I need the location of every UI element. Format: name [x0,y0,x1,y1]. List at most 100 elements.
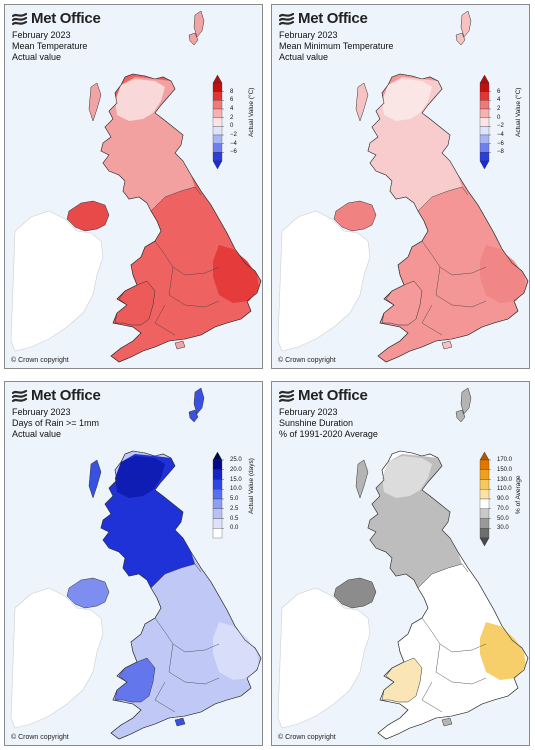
colorbar-tick-label: 130.0 [497,476,513,483]
copyright-notice: © Crown copyright [11,734,69,741]
copyright-notice: © Crown copyright [11,357,69,364]
colorbar-swatch [212,479,223,490]
map-date: February 2023 [279,407,338,417]
map-date: February 2023 [12,30,71,40]
wales-region [381,657,423,703]
met-office-wordmark: Met Office [31,10,101,27]
colorbar-swatch [479,108,490,118]
map-titles: February 2023 Days of Rain >= 1mm Actual v… [12,407,99,440]
colorbar-swatch [479,91,490,101]
colorbar [479,74,491,170]
colorbar-swatch [212,91,223,101]
colorbar-tick-label: −8 [497,149,504,156]
highlands-region [115,79,165,121]
wales-region [381,280,423,326]
map-measure: Actual value [12,429,62,439]
colorbar-swatch [479,143,490,153]
colorbar-tick-label: 2 [497,106,501,112]
map-titles: February 2023 Mean Minimum Temperature Act… [279,30,393,63]
colorbar-tick-label: 6 [497,88,501,95]
uk-map [10,10,262,363]
colorbar-tick-label: 0.0 [230,525,239,532]
colorbar-swatch [479,518,490,529]
colorbar-swatch [479,117,490,127]
colorbar-tick-label: 30.0 [497,525,509,532]
map-measure: % of 1991-2020 Average [279,429,378,439]
hebrides-region [355,459,369,499]
northern-ireland-region [66,200,110,232]
colorbar-tick-label: −4 [497,132,504,138]
colorbar-tick-label: −6 [497,140,504,147]
orkney-region [188,32,199,46]
wight-region [441,717,453,727]
colorbar-top-arrow [212,451,223,461]
colorbar-swatch [212,108,223,118]
hebrides-region [88,459,102,499]
uk-map [277,387,529,740]
colorbar-tick-label: 0 [230,123,234,130]
colorbar-tick-label: 10.0 [230,486,242,493]
orkney-region [455,409,466,423]
ireland-landmass [10,587,104,729]
colorbar-top-arrow [479,74,490,84]
colorbar-swatch [479,82,490,92]
colorbar-title: Actual Value (°C) [515,87,522,137]
colorbar-tick-label: 20.0 [230,466,242,473]
hebrides-region [88,82,102,122]
ireland-landmass [277,210,371,352]
highlands-region [115,456,165,498]
colorbar-bottom-arrow [479,537,490,547]
orkney-region [188,409,199,423]
colorbar-tick-label: 150.0 [497,466,513,473]
colorbar-legend: 8 6 4 2 0 −2 −4 −6 Actual Value (°C) [208,74,260,170]
met-office-logo-icon [279,12,295,26]
wales-region [114,280,156,326]
colorbar-tick-label: 90.0 [497,496,509,502]
colorbar-legend: 6 4 2 0 −2 −4 −6 −8 Actual Value (°C) [475,74,527,170]
colorbar-swatch [212,489,223,500]
colorbar-tick-label: −2 [497,123,504,130]
colorbar-tick-label: 15.0 [230,476,242,483]
colorbar-swatch [212,152,223,162]
met-office-logo-icon [12,389,28,403]
colorbar-swatch [479,152,490,162]
colorbar-tick-label: 4 [497,97,501,104]
colorbar-tick-label: 0 [497,114,501,121]
northern-ireland-region [66,577,110,609]
colorbar-tick-label: −6 [230,149,237,156]
map-measure: Actual value [12,52,62,62]
colorbar-tick-label: 4 [230,106,234,112]
colorbar-tick-label: 70.0 [497,505,509,512]
met-office-logo: Met Office [279,11,368,27]
map-panel-mean-minimum-temperature: Met Office February 2023 Mean Minimum Temp… [271,4,530,369]
met-office-logo: Met Office [12,388,101,404]
colorbar-swatch [212,82,223,92]
colorbar-tick-label: −2 [230,132,237,138]
colorbar-swatch [212,528,223,539]
colorbar-swatch [212,143,223,153]
colorbar-tick-label: 6 [230,97,234,104]
colorbar-tick-label: 2.5 [230,505,239,512]
colorbar-tick-label: −4 [230,140,237,147]
colorbar-tick-label: 5.0 [230,496,239,502]
colorbar-tick-label: 2 [230,114,234,121]
colorbar-swatch [479,134,490,144]
northern-ireland-region [333,577,377,609]
colorbar-swatch [212,508,223,519]
map-panel-mean-temperature: Met Office February 2023 Mean Temperature A… [4,4,263,369]
east-anglia-region [480,622,526,680]
colorbar-swatch [212,126,223,136]
met-office-logo-icon [12,12,28,26]
ireland-landmass [10,210,104,352]
colorbar-swatch [479,479,490,490]
east-anglia-region [213,622,259,680]
map-variable: Mean Minimum Temperature [279,41,394,51]
highlands-region [382,79,432,121]
colorbar-swatch [479,100,490,110]
colorbar-swatch [212,117,223,127]
colorbar-tick-label: 25.0 [230,457,242,463]
colorbar-top-arrow [212,74,223,84]
shetland-region [193,387,205,415]
colorbar-swatch [479,508,490,519]
map-titles: February 2023 Sunshine Duration% of 1991-… [279,407,378,440]
